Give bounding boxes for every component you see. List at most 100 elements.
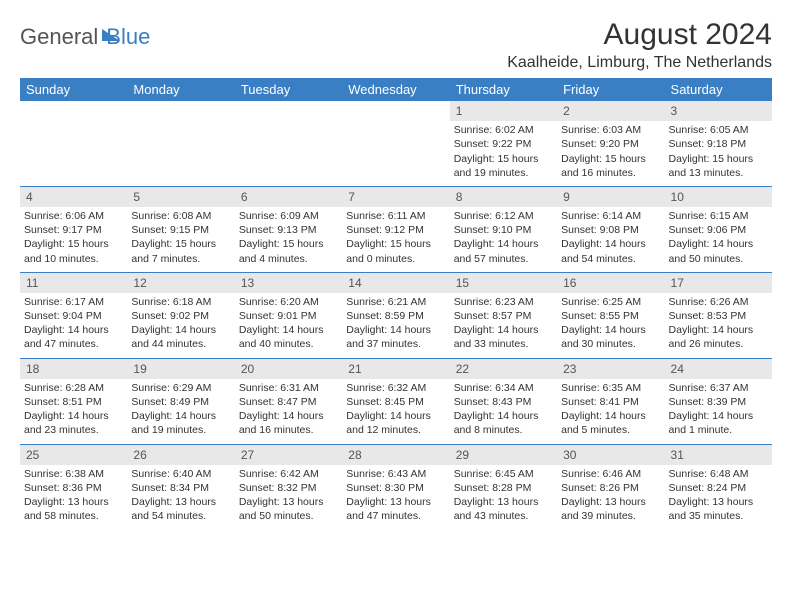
sunset-text: Sunset: 9:10 PM [454, 223, 553, 237]
sunrise-text: Sunrise: 6:32 AM [346, 381, 445, 395]
day-detail-cell [20, 121, 127, 186]
weekday-header: Sunday [20, 78, 127, 101]
sunrise-text: Sunrise: 6:09 AM [239, 209, 338, 223]
day-detail-cell: Sunrise: 6:25 AMSunset: 8:55 PMDaylight:… [557, 293, 664, 358]
day-number [127, 101, 234, 121]
sunrise-text: Sunrise: 6:35 AM [561, 381, 660, 395]
sunrise-text: Sunrise: 6:34 AM [454, 381, 553, 395]
day-number: 24 [665, 358, 772, 379]
sunset-text: Sunset: 9:02 PM [131, 309, 230, 323]
detail-row: Sunrise: 6:38 AMSunset: 8:36 PMDaylight:… [20, 465, 772, 530]
day-number: 23 [557, 358, 664, 379]
sunrise-text: Sunrise: 6:02 AM [454, 123, 553, 137]
sunset-text: Sunset: 9:18 PM [669, 137, 768, 151]
day-number: 30 [557, 444, 664, 465]
day-number: 22 [450, 358, 557, 379]
day-number: 16 [557, 272, 664, 293]
daylight-text: Daylight: 14 hours and 5 minutes. [561, 409, 660, 437]
sunset-text: Sunset: 9:06 PM [669, 223, 768, 237]
day-number [342, 101, 449, 121]
daylight-text: Daylight: 14 hours and 50 minutes. [669, 237, 768, 265]
day-detail-cell: Sunrise: 6:08 AMSunset: 9:15 PMDaylight:… [127, 207, 234, 272]
sunrise-text: Sunrise: 6:03 AM [561, 123, 660, 137]
day-number: 18 [20, 358, 127, 379]
day-number: 7 [342, 186, 449, 207]
day-number: 8 [450, 186, 557, 207]
sunset-text: Sunset: 8:39 PM [669, 395, 768, 409]
sunset-text: Sunset: 9:15 PM [131, 223, 230, 237]
sunset-text: Sunset: 8:51 PM [24, 395, 123, 409]
detail-row: Sunrise: 6:28 AMSunset: 8:51 PM Daylight:… [20, 379, 772, 444]
sunrise-text: Sunrise: 6:06 AM [24, 209, 123, 223]
sunset-text: Sunset: 8:36 PM [24, 481, 123, 495]
day-detail-cell: Sunrise: 6:02 AMSunset: 9:22 PMDaylight:… [450, 121, 557, 186]
sunrise-text: Sunrise: 6:23 AM [454, 295, 553, 309]
daylight-text: Daylight: 14 hours and 8 minutes. [454, 409, 553, 437]
day-number: 28 [342, 444, 449, 465]
daylight-text: Daylight: 13 hours and 43 minutes. [454, 495, 553, 523]
day-detail-cell: Sunrise: 6:28 AMSunset: 8:51 PMDaylight:… [20, 379, 127, 444]
weekday-header: Monday [127, 78, 234, 101]
day-detail-cell: Sunrise: 6:06 AMSunset: 9:17 PMDaylight:… [20, 207, 127, 272]
day-detail-cell: Sunrise: 6:46 AMSunset: 8:26 PMDaylight:… [557, 465, 664, 530]
sunset-text: Sunset: 8:41 PM [561, 395, 660, 409]
day-detail-cell: Sunrise: 6:35 AMSunset: 8:41 PMDaylight:… [557, 379, 664, 444]
sunrise-text: Sunrise: 6:17 AM [24, 295, 123, 309]
sunset-text: Sunset: 8:28 PM [454, 481, 553, 495]
sunrise-text: Sunrise: 6:26 AM [669, 295, 768, 309]
day-detail-cell: Sunrise: 6:38 AMSunset: 8:36 PMDaylight:… [20, 465, 127, 530]
sunrise-text: Sunrise: 6:28 AM [24, 381, 123, 395]
day-number: 26 [127, 444, 234, 465]
daylight-text: Daylight: 13 hours and 50 minutes. [239, 495, 338, 523]
sunset-text: Sunset: 8:55 PM [561, 309, 660, 323]
sunrise-text: Sunrise: 6:20 AM [239, 295, 338, 309]
day-detail-cell: Sunrise: 6:37 AMSunset: 8:39 PMDaylight:… [665, 379, 772, 444]
day-detail-cell: Sunrise: 6:20 AMSunset: 9:01 PMDaylight:… [235, 293, 342, 358]
day-number: 4 [20, 186, 127, 207]
day-detail-cell: Sunrise: 6:23 AMSunset: 8:57 PMDaylight:… [450, 293, 557, 358]
weekday-header: Saturday [665, 78, 772, 101]
day-detail-cell: Sunrise: 6:03 AMSunset: 9:20 PMDaylight:… [557, 121, 664, 186]
sunset-text: Sunset: 8:32 PM [239, 481, 338, 495]
sunset-text: Sunset: 8:30 PM [346, 481, 445, 495]
day-number: 25 [20, 444, 127, 465]
day-detail-cell: Sunrise: 6:17 AMSunset: 9:04 PMDaylight:… [20, 293, 127, 358]
sunset-text: Sunset: 8:34 PM [131, 481, 230, 495]
daylight-text: Daylight: 14 hours and 33 minutes. [454, 323, 553, 351]
sunset-text: Sunset: 8:53 PM [669, 309, 768, 323]
logo-text-blue: Blue [106, 24, 150, 50]
calendar-table: Sunday Monday Tuesday Wednesday Thursday… [20, 78, 772, 529]
sunrise-text: Sunrise: 6:29 AM [131, 381, 230, 395]
day-detail-cell: Sunrise: 6:43 AMSunset: 8:30 PMDaylight:… [342, 465, 449, 530]
daylight-text: Daylight: 15 hours and 19 minutes. [454, 152, 553, 180]
sunset-text: Sunset: 9:17 PM [24, 223, 123, 237]
day-number: 10 [665, 186, 772, 207]
title-block: August 2024 Kaalheide, Limburg, The Neth… [507, 18, 772, 72]
sunrise-text: Sunrise: 6:25 AM [561, 295, 660, 309]
sunrise-text: Sunrise: 6:14 AM [561, 209, 660, 223]
day-detail-cell: Sunrise: 6:29 AMSunset: 8:49 PMDaylight:… [127, 379, 234, 444]
daylight-text: Daylight: 14 hours and 37 minutes. [346, 323, 445, 351]
day-detail-cell: Sunrise: 6:14 AMSunset: 9:08 PMDaylight:… [557, 207, 664, 272]
day-detail-cell: Sunrise: 6:48 AMSunset: 8:24 PMDaylight:… [665, 465, 772, 530]
daynum-row: 11121314151617 [20, 272, 772, 293]
day-detail-cell: Sunrise: 6:32 AMSunset: 8:45 PMDaylight:… [342, 379, 449, 444]
daylight-text: Daylight: 15 hours and 13 minutes. [669, 152, 768, 180]
day-number: 17 [665, 272, 772, 293]
sunrise-text: Sunrise: 6:45 AM [454, 467, 553, 481]
daylight-text: Daylight: 14 hours and 47 minutes. [24, 323, 123, 351]
sunrise-text: Sunrise: 6:43 AM [346, 467, 445, 481]
day-detail-cell: Sunrise: 6:12 AMSunset: 9:10 PMDaylight:… [450, 207, 557, 272]
day-number: 20 [235, 358, 342, 379]
daylight-text: Daylight: 14 hours and 40 minutes. [239, 323, 338, 351]
day-number [235, 101, 342, 121]
day-detail-cell: Sunrise: 6:11 AMSunset: 9:12 PMDaylight:… [342, 207, 449, 272]
sunrise-text: Sunrise: 6:40 AM [131, 467, 230, 481]
detail-row: Sunrise: 6:06 AMSunset: 9:17 PMDaylight:… [20, 207, 772, 272]
daylight-text: Daylight: 15 hours and 10 minutes. [24, 237, 123, 265]
daylight-text: Daylight: 14 hours and 44 minutes. [131, 323, 230, 351]
day-number: 21 [342, 358, 449, 379]
weekday-header: Friday [557, 78, 664, 101]
daylight-text: Daylight: 13 hours and 35 minutes. [669, 495, 768, 523]
sunset-text: Sunset: 9:22 PM [454, 137, 553, 151]
